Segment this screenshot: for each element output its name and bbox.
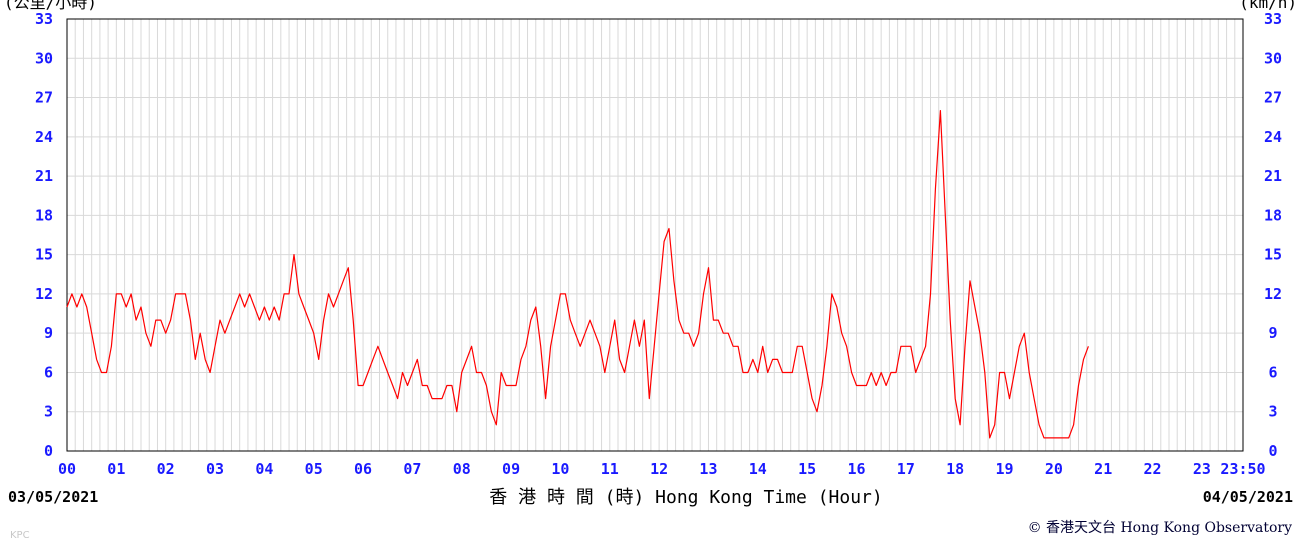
x-tick-label: 07 [403, 460, 421, 478]
x-tick-label: 19 [995, 460, 1013, 478]
x-tick-label: 10 [551, 460, 569, 478]
x-tick-label: 08 [453, 460, 471, 478]
x-tick-label: 15 [798, 460, 816, 478]
series-line-wind-speed [66, 109, 1089, 439]
x-tick-label: 23 [1193, 460, 1211, 478]
y-tick-label-right: 9 [1268, 324, 1277, 342]
x-tick-label: 17 [897, 460, 915, 478]
y-tick-label-right: 30 [1264, 49, 1282, 67]
x-tick-label: 09 [502, 460, 520, 478]
y-tick-label-left: 24 [35, 128, 53, 146]
y-tick-label-left: 18 [35, 206, 53, 224]
x-tick-label: 03 [206, 460, 224, 478]
y-axis-right: 0 3 6 9 12 15 18 21 24 27 30 33 [1264, 10, 1282, 460]
x-tick-label: 20 [1045, 460, 1063, 478]
y-tick-label-right: 21 [1264, 167, 1282, 185]
corner-stamp: KPC [10, 530, 30, 541]
x-tick-label: 13 [699, 460, 717, 478]
y-tick-label-left: 6 [44, 363, 53, 381]
x-tick-label: 12 [650, 460, 668, 478]
x-tick-label: 06 [354, 460, 372, 478]
right-unit-label: (km/h) [1239, 0, 1297, 12]
y-tick-label-right: 33 [1264, 10, 1282, 28]
x-tick-label: 01 [107, 460, 125, 478]
y-tick-label-right: 12 [1264, 285, 1282, 303]
y-tick-label-left: 30 [35, 49, 53, 67]
start-date: 03/05/2021 [8, 488, 98, 506]
x-tick-label: 04 [255, 460, 273, 478]
end-date: 04/05/2021 [1203, 488, 1293, 506]
plot-frame [66, 18, 1244, 452]
x-tick-label: 22 [1144, 460, 1162, 478]
y-tick-label-left: 21 [35, 167, 53, 185]
x-tick-label: 18 [946, 460, 964, 478]
y-tick-label-left: 9 [44, 324, 53, 342]
y-tick-label-right: 18 [1264, 206, 1282, 224]
x-tick-label: 14 [749, 460, 767, 478]
y-tick-label-right: 27 [1264, 89, 1282, 107]
y-axis-left: 0 3 6 9 12 15 18 21 24 27 30 33 [35, 10, 53, 460]
observatory-credit: © 香港天文台 Hong Kong Observatory [1028, 520, 1293, 536]
x-tick-label: 02 [157, 460, 175, 478]
x-axis: 00 01 02 03 04 05 06 07 08 09 10 11 12 13 14 15 16 17 18 19… [58, 460, 1266, 478]
y-tick-label-left: 0 [44, 442, 53, 460]
x-tick-label: 21 [1094, 460, 1112, 478]
grid-lines [67, 19, 1243, 451]
x-tick-label: 16 [847, 460, 865, 478]
x-tick-label: 23:50 [1220, 460, 1265, 478]
y-tick-label-right: 15 [1264, 246, 1282, 264]
left-unit-label: (公里/小時) [4, 0, 97, 12]
y-tick-label-left: 27 [35, 89, 53, 107]
x-tick-label: 11 [601, 460, 619, 478]
y-tick-label-right: 24 [1264, 128, 1282, 146]
x-tick-label: 05 [305, 460, 323, 478]
y-tick-label-right: 6 [1268, 363, 1277, 381]
y-tick-label-right: 3 [1268, 403, 1277, 421]
y-tick-label-left: 12 [35, 285, 53, 303]
y-tick-label-left: 33 [35, 10, 53, 28]
x-tick-label: 00 [58, 460, 76, 478]
y-tick-label-left: 3 [44, 403, 53, 421]
y-tick-label-right: 0 [1268, 442, 1277, 460]
y-tick-label-left: 15 [35, 246, 53, 264]
x-axis-label: 香 港 時 間 (時) Hong Kong Time (Hour) [489, 487, 882, 508]
